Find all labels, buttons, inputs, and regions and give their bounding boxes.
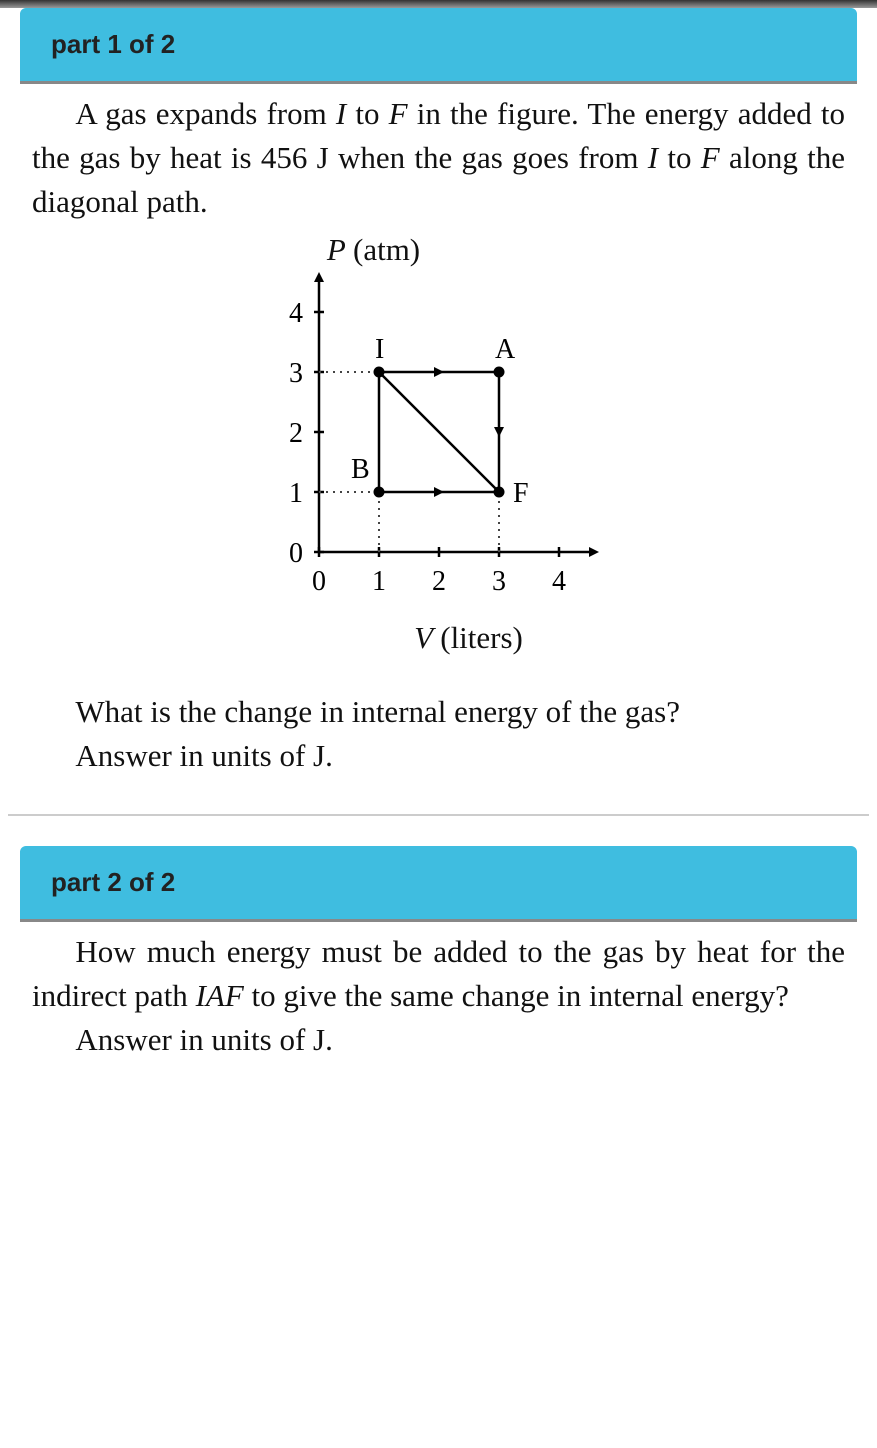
- svg-text:3: 3: [289, 358, 303, 389]
- part2-text: How much energy must be added to the gas…: [32, 930, 845, 1018]
- pv-diagram: P (atm) 0 1 2 3 4 0 1 2 3 4 I A B F V (liters): [32, 228, 845, 660]
- svg-text:4: 4: [552, 566, 566, 597]
- top-shadow: [0, 0, 877, 8]
- svg-text:I: I: [375, 334, 384, 365]
- svg-text:2: 2: [432, 566, 446, 597]
- pv-plot-svg: 0 1 2 3 4 0 1 2 3 4 I A B F: [259, 272, 619, 612]
- svg-text:A: A: [495, 334, 516, 365]
- svg-text:1: 1: [289, 478, 303, 509]
- svg-text:B: B: [351, 454, 370, 485]
- part2-body: How much energy must be added to the gas…: [20, 919, 857, 1082]
- svg-text:2: 2: [289, 418, 303, 449]
- part2-header: part 2 of 2: [20, 846, 857, 919]
- svg-text:F: F: [513, 478, 529, 509]
- part1-body: A gas expands from I to F in the figure.…: [20, 81, 857, 798]
- part2-answer-units: Answer in units of J.: [32, 1018, 845, 1062]
- part1-header: part 1 of 2: [20, 8, 857, 81]
- svg-text:1: 1: [372, 566, 386, 597]
- svg-text:0: 0: [312, 566, 326, 597]
- svg-text:4: 4: [289, 298, 303, 329]
- y-axis-label: P (atm): [327, 228, 420, 272]
- part1-answer-units: Answer in units of J.: [32, 734, 845, 778]
- svg-text:0: 0: [289, 538, 303, 569]
- x-axis-label: V (liters): [414, 616, 523, 660]
- part1-question: What is the change in internal energy of…: [32, 690, 845, 734]
- part1-text: A gas expands from I to F in the figure.…: [32, 92, 845, 224]
- divider: [8, 814, 869, 816]
- svg-text:3: 3: [492, 566, 506, 597]
